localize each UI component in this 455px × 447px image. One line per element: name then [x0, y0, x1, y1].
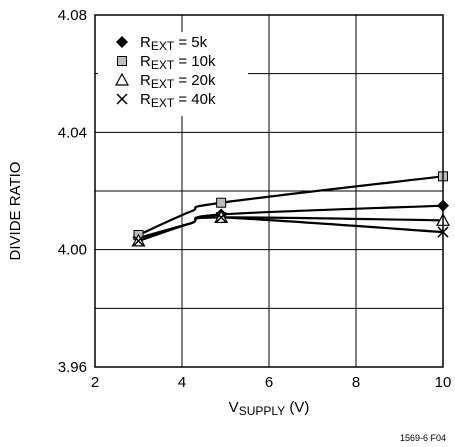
y-tick-labels: 3.96 4.00 4.04 4.08 — [58, 7, 87, 376]
y-tick-label: 4.04 — [58, 124, 87, 141]
plot-frame — [94, 14, 444, 368]
x-tick-label: 10 — [435, 374, 452, 391]
series-line — [138, 215, 444, 242]
x-tick-label: 8 — [352, 374, 360, 391]
x-tick-label: 4 — [178, 374, 186, 391]
series-line — [138, 175, 444, 237]
x-tick-labels: 2 4 6 8 10 — [91, 374, 452, 391]
legend-label: REXT = 5k — [140, 34, 208, 53]
legend-label: REXT = 20k — [140, 72, 216, 91]
data-point — [215, 211, 227, 223]
data-point — [216, 197, 227, 208]
legend-marker — [116, 93, 128, 105]
series-lines — [138, 175, 444, 242]
x-tick-label: 2 — [91, 374, 99, 391]
x-marker-stroke — [215, 211, 227, 223]
x-marker-stroke — [132, 235, 145, 247]
legend-marker — [117, 56, 127, 66]
y-tick-label: 3.96 — [58, 359, 87, 376]
y-tick-label: 4.00 — [58, 242, 87, 259]
legend-label: REXT = 10k — [140, 53, 216, 72]
x-axis-title: VSUPPLY (V) — [229, 399, 310, 418]
legend-label: REXT = 40k — [140, 91, 216, 110]
x-marker-stroke — [116, 93, 128, 105]
series-markers — [131, 171, 451, 247]
legend-marker — [116, 36, 128, 48]
y-axis-title: DIVIDE RATIO — [7, 162, 24, 261]
figure-code: 1569-6 F04 — [400, 433, 446, 443]
data-point — [132, 235, 145, 247]
legend-marker — [114, 72, 130, 86]
x-tick-label: 6 — [265, 374, 273, 391]
y-tick-label: 4.08 — [58, 7, 87, 24]
